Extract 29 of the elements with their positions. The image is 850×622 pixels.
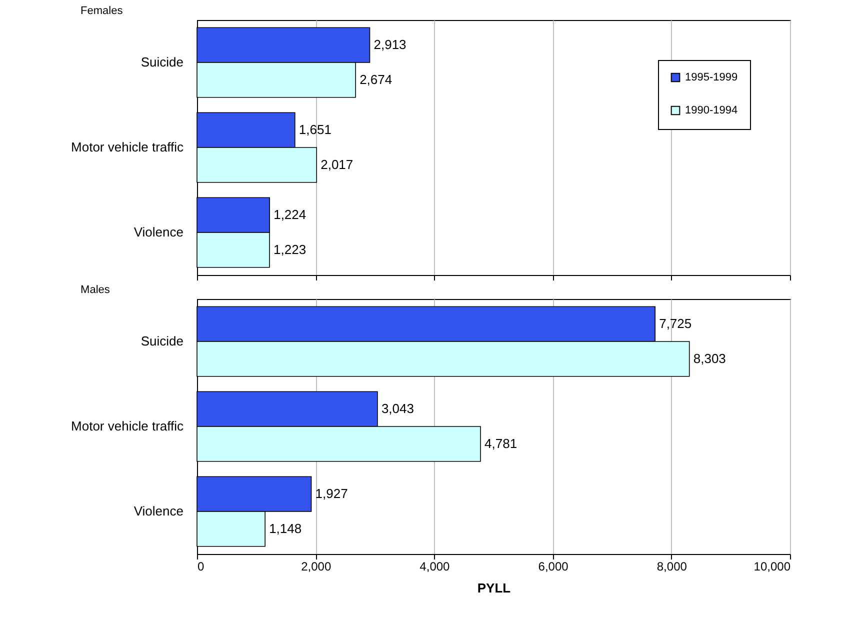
x-tick-label: 0: [198, 560, 204, 574]
text: Males: [80, 284, 110, 296]
x-tick-label: 4,000: [420, 560, 450, 574]
data-label: 1,224: [274, 207, 306, 222]
x-tick-label: 10,000: [754, 560, 791, 574]
data-label: 1,651: [298, 122, 332, 138]
data-label: 7,725: [659, 316, 692, 332]
y-tick-label: Violence: [134, 504, 184, 518]
y-tick-label: Suicide: [140, 54, 184, 70]
x-tick-label: 2,000: [301, 560, 332, 574]
y-tick-label: Violence: [134, 224, 184, 240]
data-label: 2,674: [360, 72, 392, 87]
text: Females: [80, 5, 124, 17]
legend-label: 1995-1999: [685, 72, 738, 84]
legend-label: 1990-1994: [685, 104, 738, 116]
data-label: 2,017: [320, 156, 354, 172]
data-label: 2,913: [374, 37, 406, 52]
x-tick-label: 6,000: [538, 560, 569, 574]
x-axis-title: PYLL: [477, 580, 511, 596]
y-tick-label: Motor vehicle traffic: [71, 140, 184, 154]
data-label: 3,043: [381, 401, 414, 416]
data-label: 1,148: [269, 520, 302, 536]
y-tick-label: Motor vehicle traffic: [71, 418, 184, 434]
data-label: 1,223: [274, 242, 306, 257]
data-label: 4,781: [484, 436, 518, 451]
data-label: 1,927: [315, 486, 348, 502]
x-tick-label: 8,000: [656, 560, 688, 574]
data-label: 8,303: [693, 350, 726, 366]
y-tick-label: Suicide: [140, 334, 184, 348]
